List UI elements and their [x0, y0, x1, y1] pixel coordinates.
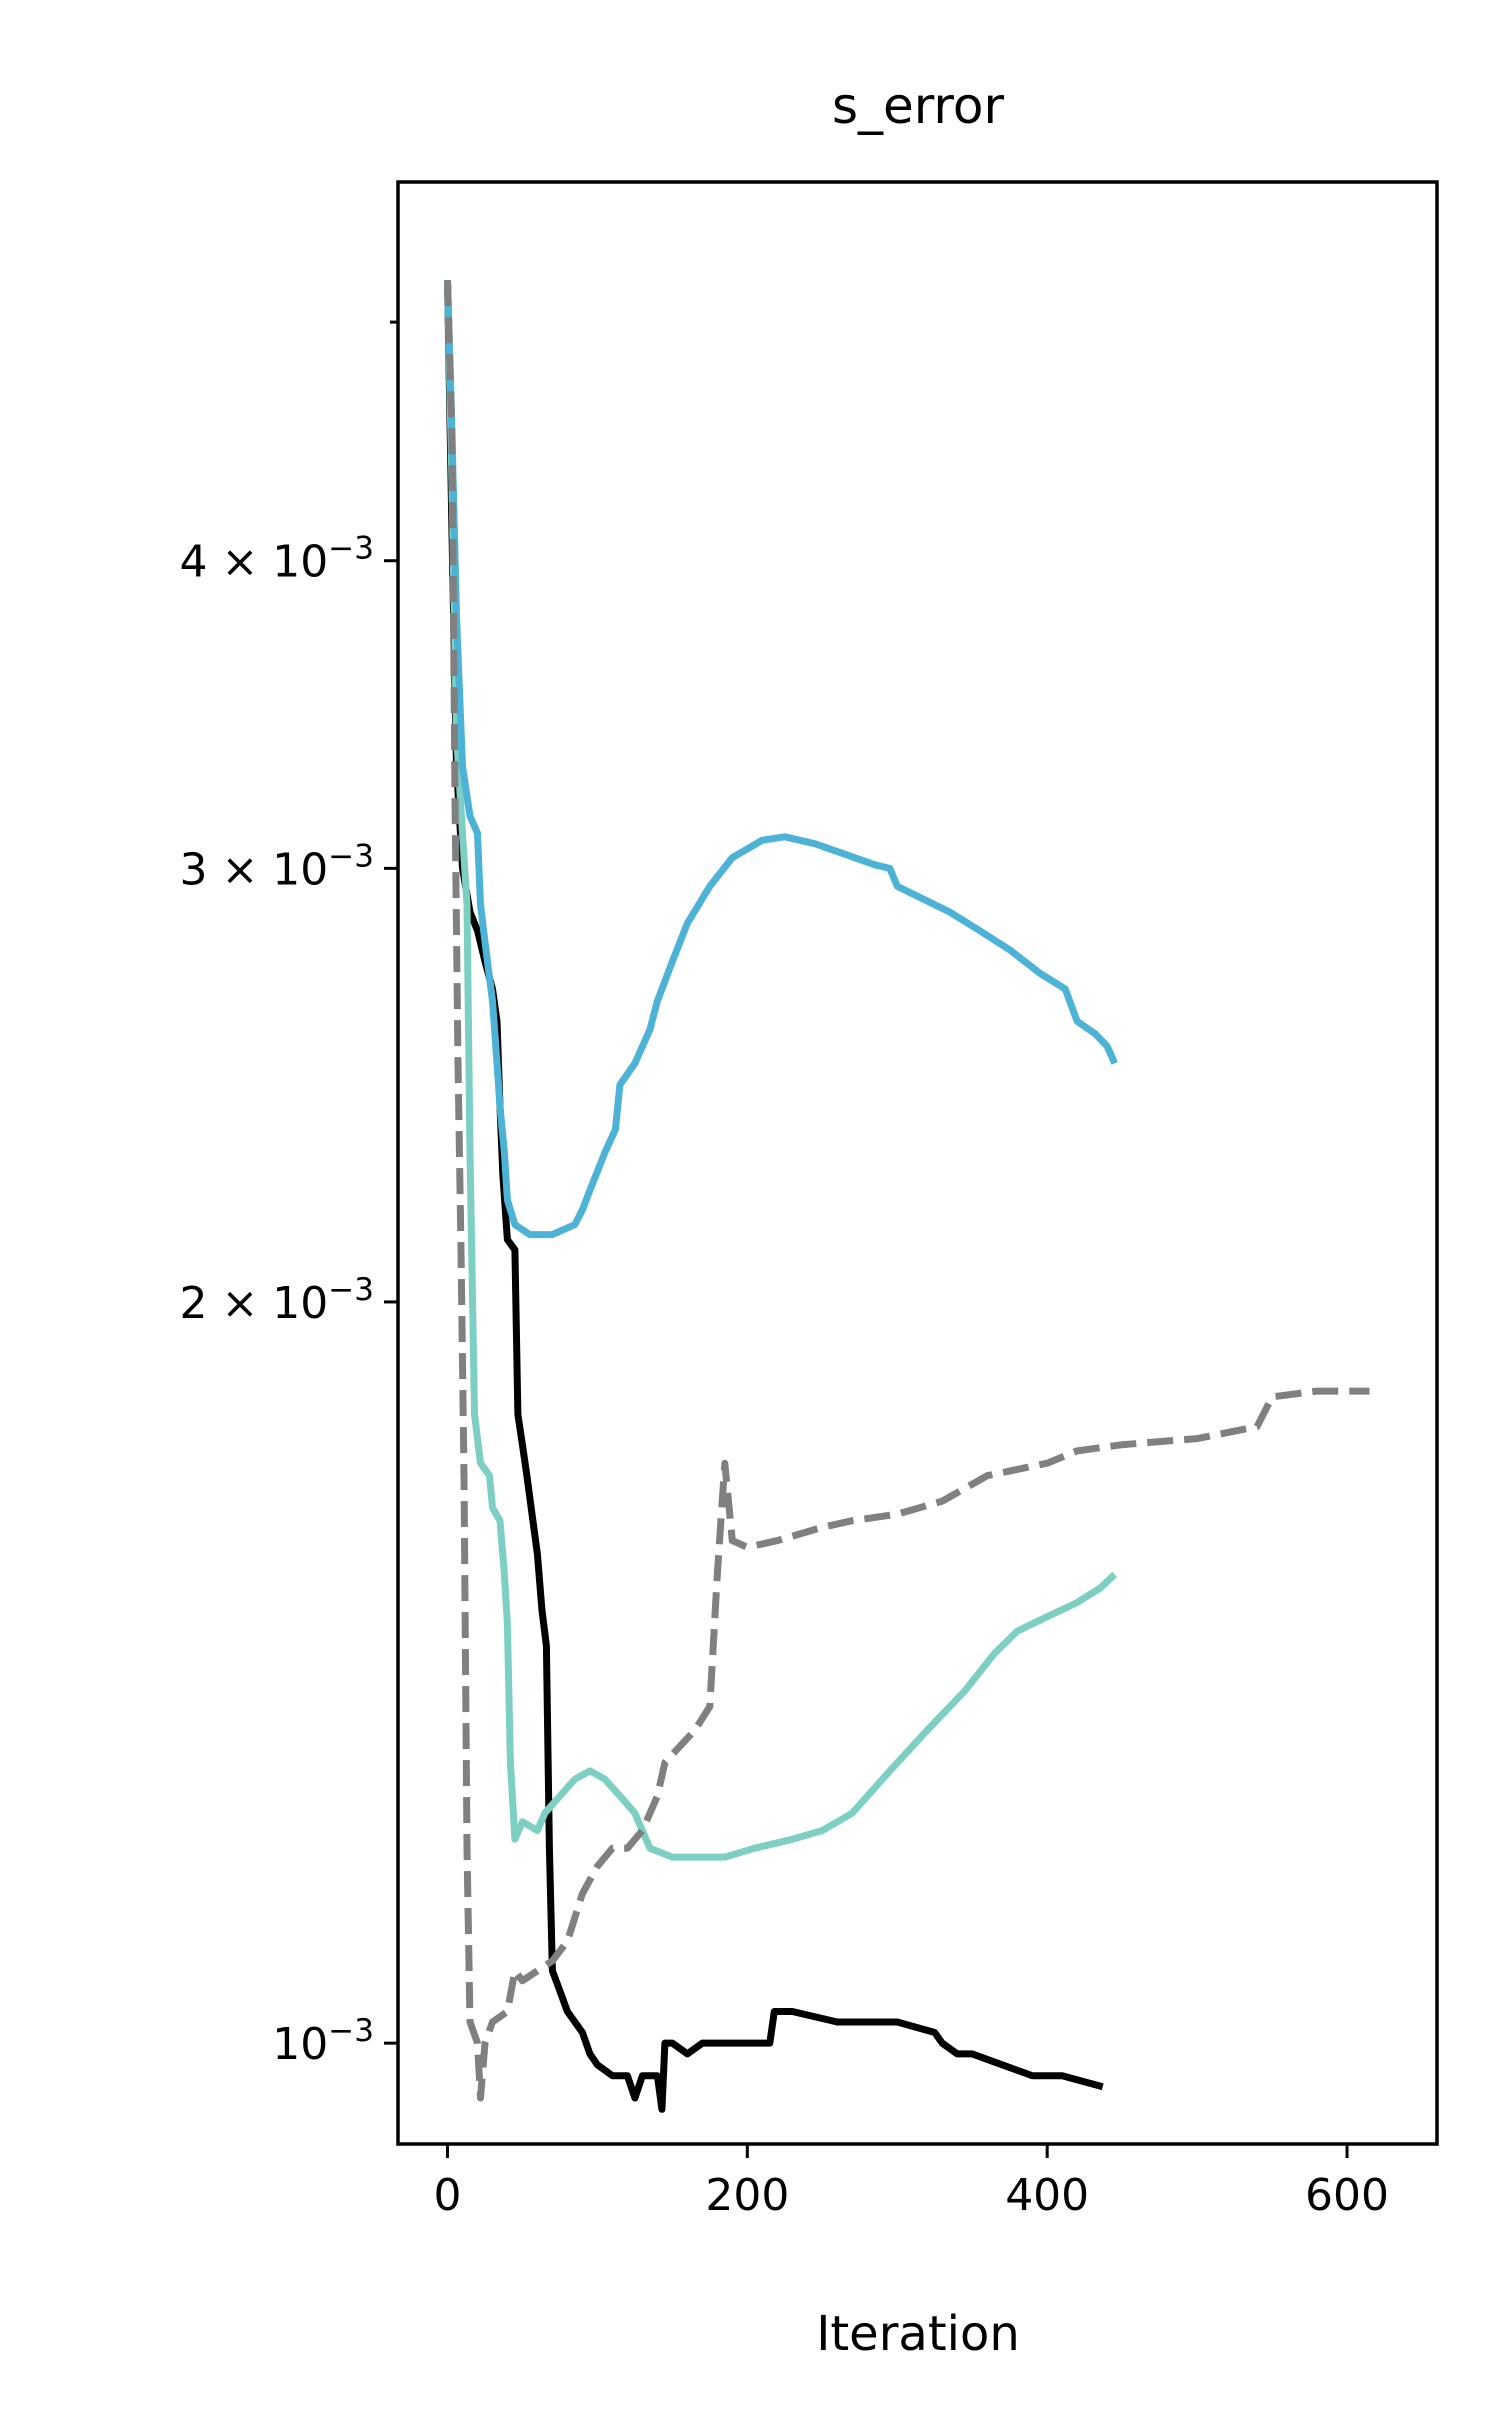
x-tick-label: 200	[705, 2170, 789, 2221]
x-tick-label: 600	[1305, 2170, 1389, 2221]
series-line-2	[444, 280, 1118, 1239]
x-axis-label: Iteration	[816, 2306, 1020, 2362]
y-tick-label: 10−3	[272, 2013, 374, 2070]
series-layer	[444, 280, 1370, 2113]
x-tick-label: 0	[433, 2170, 461, 2221]
plot-frame	[396, 180, 1439, 2146]
x-tick-label: 400	[1005, 2170, 1089, 2221]
y-tick-label: 3 × 10−3	[179, 838, 374, 895]
series-line-4	[444, 280, 1370, 2102]
x-axis: 0 200 400 600	[433, 2144, 1389, 2221]
series-line-1	[444, 280, 1104, 2113]
y-tick-label: 2 × 10−3	[179, 1272, 374, 1329]
y-tick-label: 4 × 10−3	[179, 531, 374, 588]
chart-title: s_error	[832, 77, 1005, 135]
y-axis: 10−3 2 × 10−3 3 × 10−3 4 × 10−3	[179, 320, 398, 2070]
series-line-3	[444, 280, 1118, 1861]
